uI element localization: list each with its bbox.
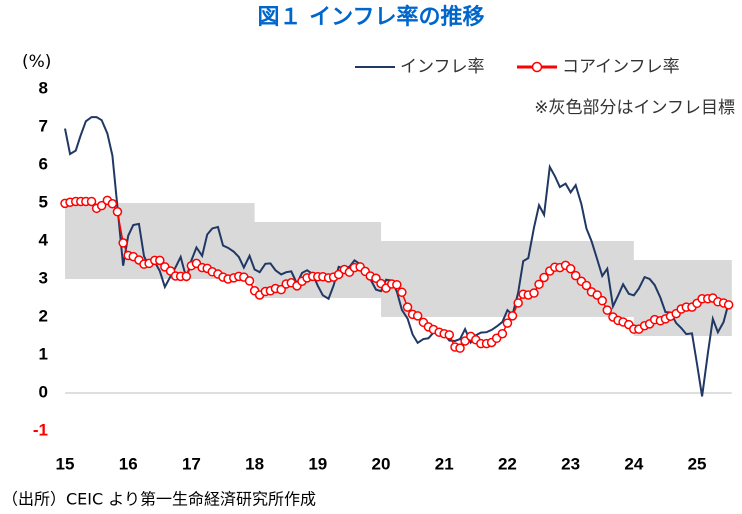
legend-item: コアインフレ率: [517, 57, 680, 77]
series-marker: [118, 238, 128, 248]
series-marker: [581, 280, 592, 291]
x-tick-label: 24: [624, 454, 643, 473]
x-tick-label: 22: [498, 454, 517, 473]
series-marker: [602, 305, 613, 315]
series-marker: [592, 290, 602, 300]
series-marker: [534, 279, 544, 290]
x-tick-label: 21: [435, 454, 454, 473]
series-line: [64, 116, 730, 397]
y-tick-label: 7: [39, 116, 48, 135]
x-tick-label: 18: [245, 454, 264, 473]
series-marker: [412, 311, 423, 321]
y-tick-label: 2: [39, 306, 48, 325]
x-tick-label: 17: [182, 454, 201, 473]
series-marker: [455, 343, 465, 353]
series-marker: [570, 270, 581, 281]
legend-label: コアインフレ率: [562, 57, 680, 77]
source-note: （出所）CEIC より第一生命経済研究所作成: [2, 490, 316, 509]
x-tick-label: 19: [308, 454, 327, 473]
series-marker: [723, 300, 734, 310]
series-marker: [513, 298, 523, 308]
series-marker: [497, 328, 508, 339]
y-tick-label: 4: [39, 230, 49, 249]
series-marker: [181, 271, 192, 282]
legend-label: インフレ率: [400, 57, 485, 77]
series-marker: [565, 263, 576, 274]
series-marker: [597, 295, 607, 306]
x-tick-label: 20: [372, 454, 391, 473]
x-tick-label: 15: [56, 454, 75, 473]
series-marker: [96, 200, 107, 211]
x-tick-label: 16: [119, 454, 138, 473]
y-tick-label: 5: [39, 192, 48, 211]
series-marker: [155, 255, 165, 266]
series-marker: [112, 206, 123, 217]
series-marker: [402, 302, 413, 312]
y-tick-label: 1: [39, 344, 48, 363]
series-marker: [444, 330, 455, 340]
series-marker: [529, 288, 539, 298]
y-tick-label: 3: [39, 268, 48, 287]
y-axis-label: (%): [22, 52, 51, 72]
chart-title: 図１ インフレ率の推移: [258, 4, 485, 30]
y-tick-label: 0: [39, 382, 48, 401]
annotation: ※灰色部分はインフレ目標: [534, 98, 735, 118]
series-marker: [507, 311, 518, 321]
series-marker: [107, 199, 118, 209]
x-tick-label: 25: [688, 454, 707, 473]
y-tick-label: -1: [33, 420, 48, 439]
series-marker: [502, 318, 513, 328]
series-marker: [276, 284, 286, 295]
series-marker: [392, 279, 402, 290]
series-marker: [539, 272, 549, 283]
series-marker: [244, 276, 255, 286]
x-tick-label: 23: [561, 454, 580, 473]
target-band: [65, 203, 732, 336]
legend-marker: [531, 61, 543, 73]
series-marker: [86, 196, 97, 207]
legend-item: インフレ率: [355, 57, 485, 77]
y-tick-label: 8: [39, 78, 48, 97]
series-marker: [397, 287, 407, 298]
y-tick-label: 6: [39, 154, 48, 173]
